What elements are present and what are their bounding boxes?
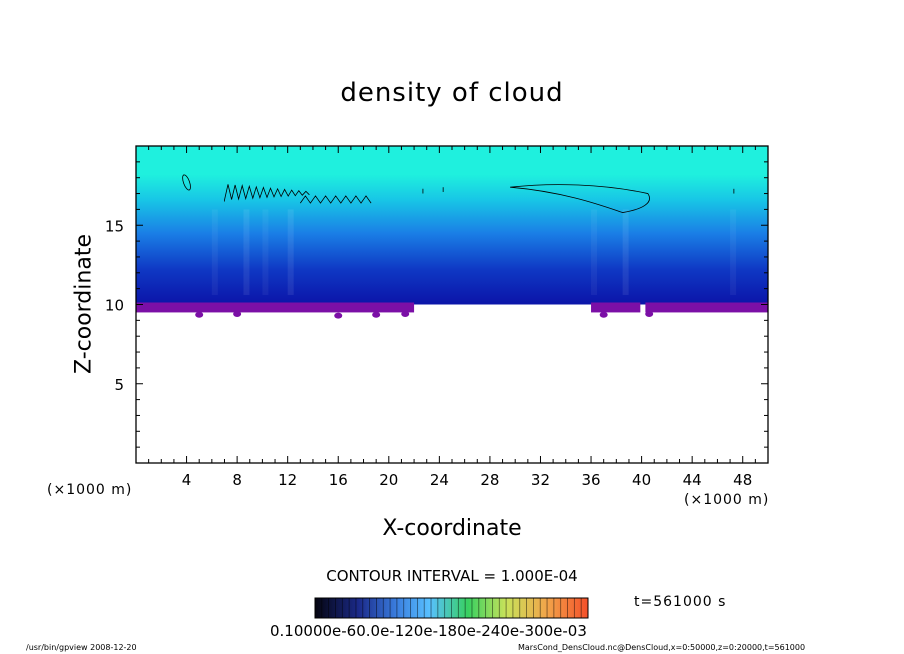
cloud-base-segment <box>645 302 768 313</box>
cloud-base-bump <box>233 311 242 318</box>
chart-title: density of cloud <box>340 78 564 108</box>
cloud-base-bump <box>334 312 343 319</box>
x-tick-label: 44 <box>683 471 702 489</box>
footer-left: /usr/bin/gpview 2008-12-20 <box>26 643 137 652</box>
cloud-base-segment <box>136 302 415 313</box>
field-streak <box>211 209 218 295</box>
y-tick-label: 15 <box>105 217 124 235</box>
x-tick-label: 16 <box>329 471 348 489</box>
x-tick-label: 48 <box>733 471 752 489</box>
contour-interval-label: CONTOUR INTERVAL = 1.000E-04 <box>326 567 578 585</box>
contour-line <box>299 195 372 204</box>
x-tick-label: 4 <box>182 471 192 489</box>
density-field <box>136 146 768 319</box>
time-label: t=561000 s <box>634 594 727 610</box>
x-tick-label: 12 <box>278 471 297 489</box>
density-field-band <box>136 146 768 305</box>
cloud-base-bump <box>195 311 204 318</box>
field-streak <box>243 209 250 295</box>
colorbar <box>314 597 589 619</box>
x-tick-label: 24 <box>430 471 449 489</box>
cloud-base-segment <box>591 302 641 313</box>
y-unit-label: (×1000 m) <box>47 482 133 498</box>
y-axis-label: Z-coordinate <box>71 234 97 374</box>
field-streak <box>730 209 737 295</box>
x-tick-label: 20 <box>379 471 398 489</box>
y-tick-label: 5 <box>114 376 124 394</box>
colorbar-tick-labels: 0.10000e-60.0e-120e-180e-240e-300e-03 <box>270 622 587 640</box>
x-tick-label: 32 <box>531 471 550 489</box>
field-streak <box>287 209 294 295</box>
contour-lines <box>182 174 735 213</box>
x-tick-label: 28 <box>480 471 499 489</box>
footer-right: MarsCond_DensCloud.nc@DensCloud,x=0:5000… <box>518 643 806 652</box>
field-streak <box>262 209 269 295</box>
x-unit-label: (×1000 m) <box>684 492 770 508</box>
contour-line <box>182 174 191 191</box>
y-tick-label: 10 <box>105 297 124 315</box>
x-tick-label: 8 <box>232 471 242 489</box>
x-axis-label: X-coordinate <box>382 516 522 541</box>
field-streak <box>591 209 598 295</box>
cloud-base-bump <box>372 311 381 318</box>
cloud-base-bump <box>401 311 410 318</box>
cloud-base-bump <box>599 311 608 318</box>
cloud-base-bump <box>645 311 654 318</box>
contour-line <box>224 184 310 202</box>
colorbar-frame <box>314 597 589 619</box>
contour-line <box>510 184 650 213</box>
x-tick-label: 36 <box>581 471 600 489</box>
x-tick-label: 40 <box>632 471 651 489</box>
field-streak <box>622 209 629 295</box>
